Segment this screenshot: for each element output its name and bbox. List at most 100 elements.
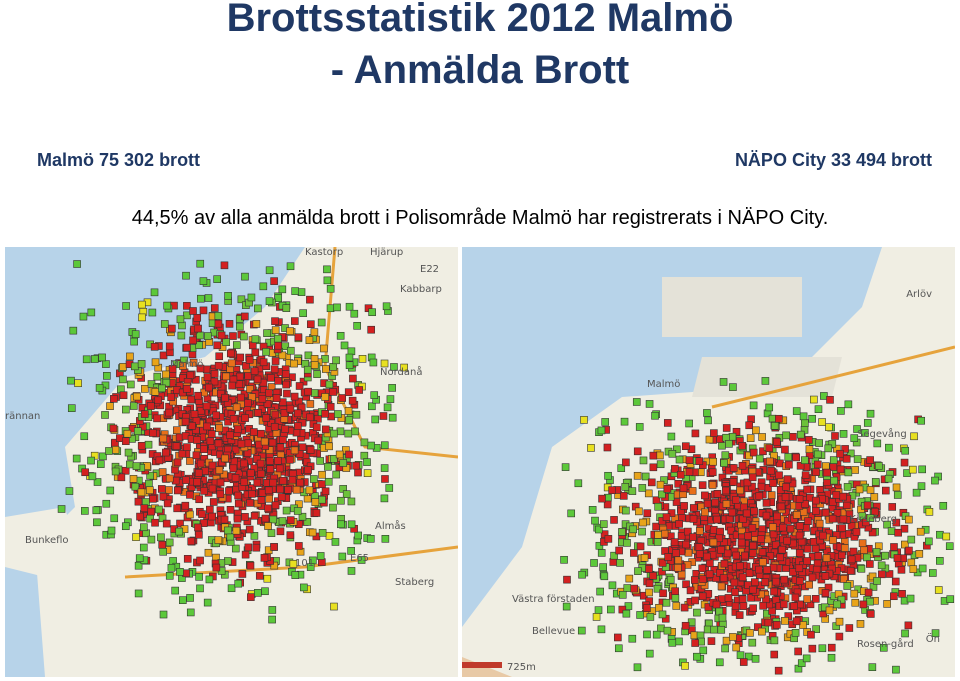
crime-marker bbox=[189, 358, 198, 367]
crime-marker bbox=[656, 460, 665, 469]
crime-marker bbox=[187, 395, 196, 404]
crime-marker bbox=[233, 425, 242, 434]
crime-marker bbox=[766, 457, 774, 466]
crime-marker bbox=[841, 544, 849, 552]
crime-marker bbox=[695, 457, 704, 465]
crime-marker bbox=[303, 518, 312, 526]
map-label: Arlöv bbox=[906, 289, 932, 300]
crime-marker bbox=[822, 554, 831, 562]
harbor bbox=[662, 277, 842, 397]
crime-marker bbox=[890, 543, 898, 551]
crime-marker bbox=[866, 560, 874, 568]
crime-marker bbox=[645, 565, 653, 573]
crime-marker bbox=[303, 494, 312, 503]
crime-marker bbox=[270, 365, 279, 374]
crime-marker bbox=[764, 618, 773, 627]
crime-marker bbox=[836, 465, 845, 474]
crime-marker bbox=[329, 503, 337, 512]
crime-marker bbox=[749, 401, 758, 410]
crime-marker bbox=[103, 372, 111, 380]
crime-marker bbox=[729, 478, 738, 486]
crime-marker bbox=[671, 587, 679, 596]
crime-marker bbox=[246, 385, 254, 393]
crime-marker bbox=[672, 498, 681, 506]
crime-marker bbox=[909, 565, 918, 573]
crime-marker bbox=[347, 347, 356, 356]
crime-marker bbox=[347, 497, 356, 506]
crime-marker bbox=[796, 430, 805, 439]
crime-marker bbox=[800, 456, 809, 465]
crime-marker bbox=[762, 511, 771, 520]
crime-marker bbox=[783, 536, 791, 545]
crime-marker bbox=[259, 358, 268, 367]
crime-marker bbox=[106, 402, 114, 410]
crime-marker bbox=[649, 451, 658, 460]
crime-marker bbox=[65, 487, 74, 495]
crime-marker bbox=[609, 558, 618, 566]
crime-marker bbox=[140, 504, 149, 513]
crime-marker bbox=[731, 602, 740, 611]
crime-marker bbox=[382, 302, 391, 311]
crime-marker bbox=[739, 658, 748, 666]
crime-marker bbox=[203, 422, 211, 431]
crime-marker bbox=[268, 606, 277, 614]
crime-marker bbox=[623, 584, 632, 592]
crime-marker bbox=[749, 585, 757, 594]
crime-marker bbox=[657, 624, 665, 633]
left-map: Kastorp Hjärup E22 Kabbarp Malmö Nordanå ränna… bbox=[5, 247, 458, 677]
crime-marker bbox=[74, 379, 82, 388]
crime-marker bbox=[354, 531, 362, 540]
crime-marker bbox=[762, 499, 771, 507]
crime-marker bbox=[194, 391, 202, 400]
crime-marker bbox=[658, 610, 667, 619]
crime-marker bbox=[163, 499, 172, 508]
summary-right: NÄPO City 33 494 brott bbox=[734, 150, 932, 170]
crime-marker bbox=[93, 518, 101, 527]
crime-marker bbox=[262, 414, 271, 422]
crime-marker bbox=[799, 412, 808, 421]
crime-marker bbox=[799, 621, 807, 629]
crime-marker bbox=[329, 388, 337, 396]
crime-marker bbox=[772, 541, 780, 549]
crime-marker bbox=[699, 575, 707, 583]
crime-marker bbox=[162, 378, 171, 387]
crime-marker bbox=[859, 600, 868, 609]
crime-marker bbox=[270, 423, 279, 431]
map-label: Ön bbox=[926, 632, 940, 645]
crime-marker bbox=[639, 456, 648, 465]
crime-marker bbox=[255, 572, 264, 580]
crime-marker bbox=[246, 469, 255, 477]
crime-marker bbox=[101, 411, 109, 419]
crime-marker bbox=[119, 391, 128, 400]
crime-marker bbox=[906, 594, 915, 603]
crime-marker bbox=[761, 377, 770, 385]
crime-marker bbox=[838, 524, 847, 532]
crime-marker bbox=[783, 475, 792, 484]
crime-marker bbox=[893, 491, 902, 499]
crime-marker bbox=[189, 307, 197, 315]
crime-marker bbox=[778, 545, 786, 554]
crime-marker bbox=[360, 451, 369, 460]
crime-marker bbox=[299, 309, 307, 317]
crime-marker bbox=[736, 562, 744, 570]
crime-marker bbox=[929, 569, 937, 577]
crime-marker bbox=[265, 494, 273, 503]
crime-marker bbox=[275, 464, 284, 473]
crime-marker bbox=[274, 294, 283, 302]
crime-marker bbox=[931, 476, 939, 485]
crime-marker bbox=[148, 429, 157, 437]
crime-marker bbox=[203, 598, 212, 607]
crime-marker bbox=[604, 535, 613, 543]
crime-marker bbox=[713, 490, 722, 498]
crime-marker bbox=[274, 341, 282, 350]
crime-marker bbox=[73, 260, 81, 268]
map-label: Staberg bbox=[395, 577, 434, 588]
crime-marker bbox=[134, 497, 143, 506]
land bbox=[5, 507, 75, 577]
crime-marker bbox=[802, 524, 810, 532]
crime-marker bbox=[274, 334, 282, 343]
crime-marker bbox=[210, 377, 219, 386]
crime-marker bbox=[147, 535, 156, 544]
crime-marker bbox=[122, 405, 130, 414]
crime-marker bbox=[699, 646, 708, 655]
